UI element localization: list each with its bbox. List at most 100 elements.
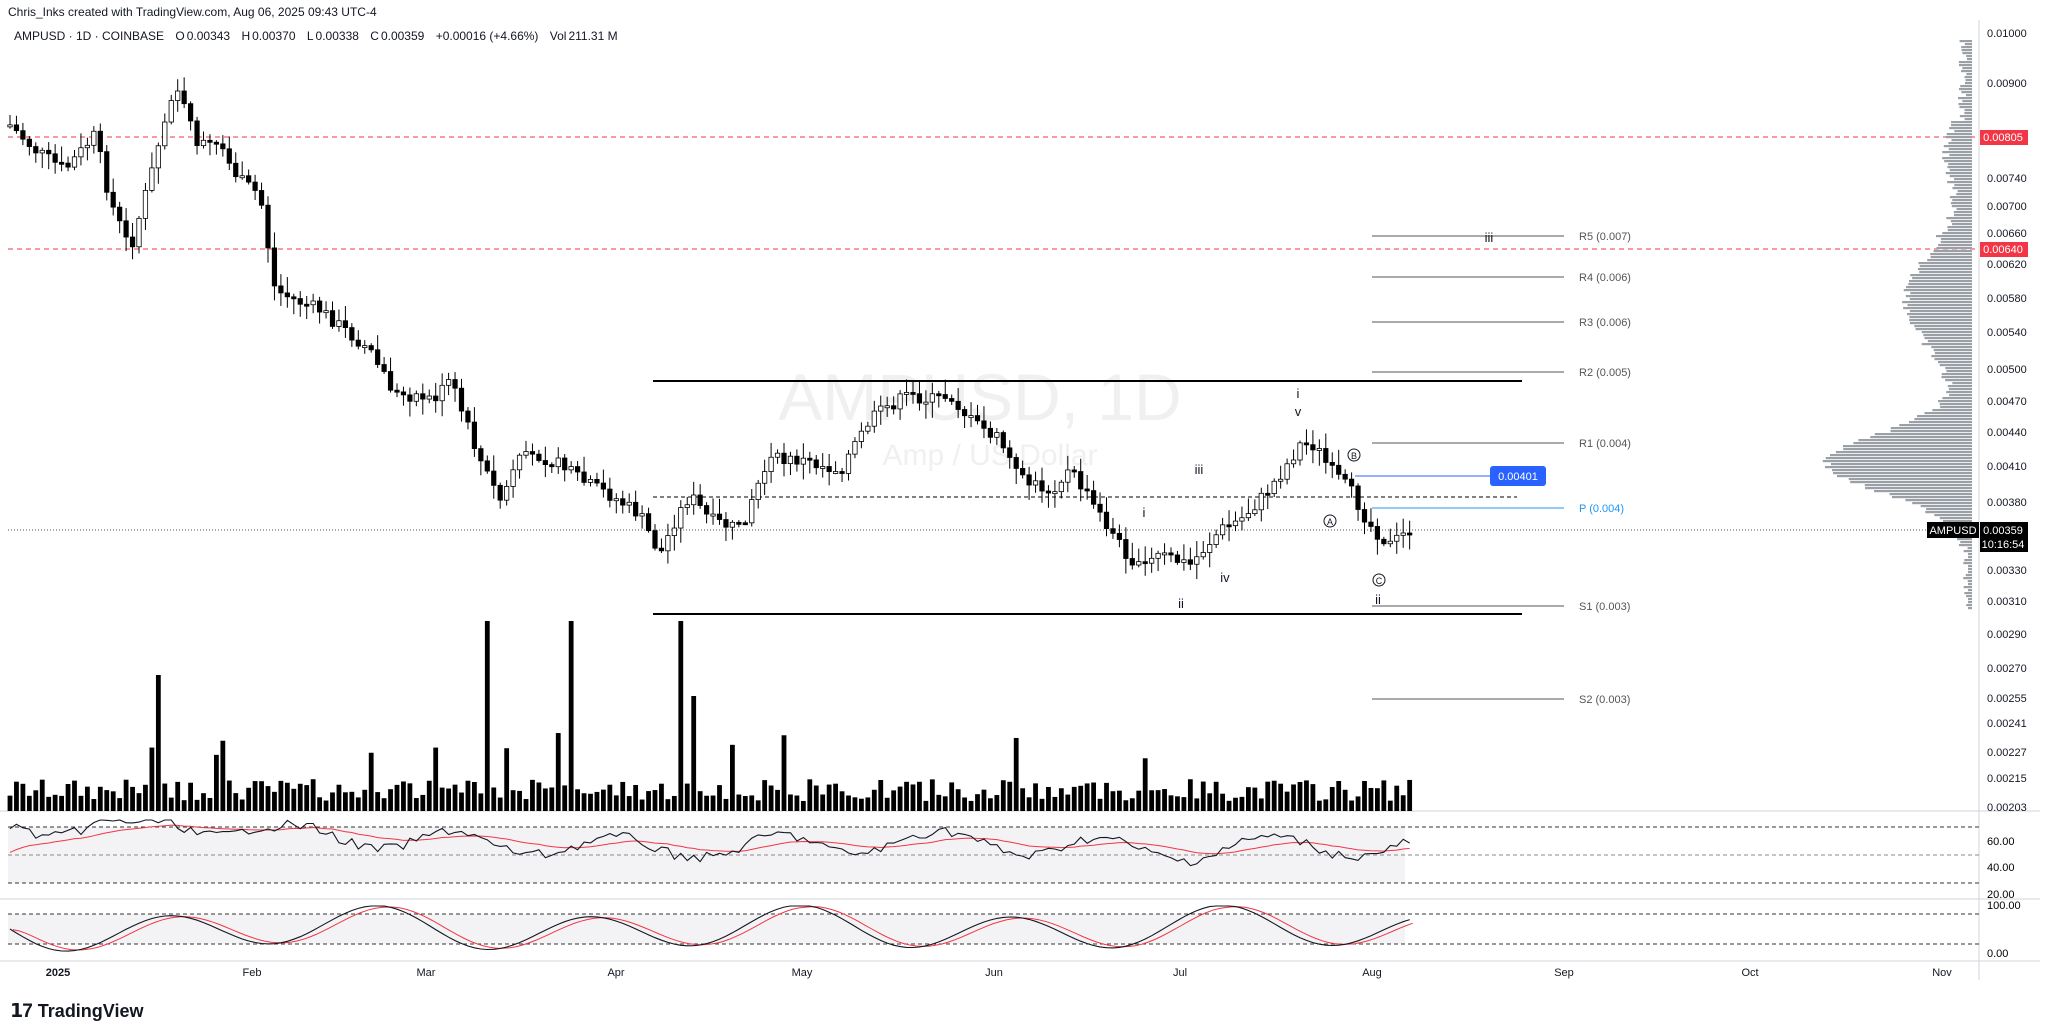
volume-profile-bar	[1934, 514, 1972, 517]
wave-label-C[interactable]: C	[1376, 576, 1383, 586]
rsi-pane[interactable]	[8, 819, 1979, 884]
volume-profile-bar	[1966, 73, 1972, 76]
alert-badge-upper[interactable]	[1980, 130, 2028, 145]
current-price-badge[interactable]	[1980, 522, 2028, 552]
price-tick: 0.00500	[1987, 364, 2027, 376]
wave-label-iii[interactable]: iii	[1195, 462, 1204, 477]
volume-profile-bar	[1966, 58, 1972, 61]
candle-body	[755, 482, 761, 500]
volume-profile-bar	[1956, 208, 1972, 211]
candle-body	[1213, 534, 1219, 545]
candle-body	[1020, 468, 1026, 476]
wave-label-A[interactable]: A	[1327, 517, 1333, 527]
price-tag-box[interactable]	[1490, 466, 1546, 486]
price-tick: 0.00203	[1987, 802, 2027, 814]
volume-profile-bar	[1964, 592, 1972, 595]
volume-profile-bar	[1954, 130, 1972, 133]
alert-badge-lower[interactable]	[1980, 242, 2028, 257]
candle-body	[478, 448, 484, 462]
candle-body	[678, 507, 684, 529]
candle-body	[1265, 492, 1271, 496]
candle-body	[1136, 561, 1142, 566]
price-axis[interactable]: 0.01000 0.00900 0.00740 0.00700 0.00660 0.006…	[1987, 28, 2027, 814]
volume-bar	[33, 790, 39, 811]
candle-body	[787, 455, 794, 465]
candle-body	[781, 452, 787, 465]
volume-bar	[607, 784, 613, 811]
volume-bar	[214, 754, 219, 811]
wave-label-v[interactable]: v	[1295, 404, 1302, 419]
volume-bar	[555, 733, 561, 811]
wave-label-ii-a[interactable]: ii	[1178, 596, 1184, 611]
volume-bar	[781, 735, 787, 811]
price-tick: 0.01000	[1987, 28, 2027, 40]
candle-body	[1129, 558, 1135, 566]
candle-body	[413, 393, 419, 402]
candle-body	[1207, 544, 1213, 553]
volume-bar	[671, 795, 677, 811]
candle-body	[1258, 492, 1264, 511]
volume-bar	[1181, 797, 1187, 811]
volume-profile-bar	[1965, 79, 1972, 82]
wave-label-ii-b[interactable]: ii	[1375, 592, 1381, 607]
symbol-tag[interactable]	[1927, 522, 1979, 538]
volume-bar	[981, 789, 987, 811]
volume-profile-bar	[1968, 589, 1972, 592]
candle-body	[1149, 557, 1155, 564]
wave-label-B-circle	[1347, 448, 1361, 462]
stoch-pane[interactable]	[8, 905, 1979, 952]
volume-bar	[304, 785, 310, 811]
volume-profile-bar	[1942, 232, 1972, 235]
symbol-title[interactable]: AMPUSD · 1D · COINBASE	[14, 29, 165, 43]
volume-bar	[310, 779, 316, 811]
volume-profile-bar	[1858, 439, 1972, 442]
volume-label: Vol	[549, 29, 567, 43]
candle-body	[1220, 524, 1226, 536]
wave-label-iii-top[interactable]: iii	[1485, 230, 1494, 245]
candle-body	[458, 387, 465, 412]
candle-body	[316, 300, 323, 313]
candle-body	[52, 153, 58, 163]
tradingview-logo[interactable]: 𝟭7 TradingView	[10, 1000, 144, 1023]
wave-label-i-top[interactable]: i	[1297, 386, 1300, 401]
time-axis[interactable]: 2025 Feb Mar Apr May Jun Jul Aug Sep Oct Nov	[46, 967, 1953, 979]
candle-body	[594, 478, 600, 484]
volume-bar	[755, 800, 761, 811]
volume-bar	[536, 782, 542, 811]
volume-bar	[1000, 780, 1006, 811]
high-label: H	[241, 29, 251, 43]
volume-profile-bar	[1967, 547, 1972, 550]
wave-label-B[interactable]: B	[1351, 451, 1357, 461]
volume-profile-bar	[1947, 385, 1972, 388]
volume-profile-bar	[1942, 151, 1972, 154]
volume-profile-bar	[1945, 367, 1972, 370]
change-value: +0.00016 (+4.66%)	[435, 29, 539, 43]
volume-profile-bar	[1912, 502, 1972, 505]
volume-bar	[407, 783, 413, 811]
candle-body	[297, 298, 303, 305]
candle-body	[226, 148, 232, 164]
volume-bar	[317, 797, 322, 811]
candle-body	[117, 206, 123, 222]
price-chart[interactable]: AMPUSD, 1D Amp / US Dollar R5 (0.007) R4 …	[0, 0, 2048, 990]
candle-body	[39, 149, 45, 154]
pivot-points[interactable]: R5 (0.007) R4 (0.006) R3 (0.006) R2 (0.005)…	[1372, 231, 1631, 706]
volume-bar	[581, 793, 587, 811]
wave-label-i[interactable]: i	[1143, 505, 1146, 520]
volume-bar	[1400, 795, 1406, 811]
volume-profile-bar	[1968, 571, 1972, 574]
volume-bar	[510, 790, 516, 811]
volume-bar	[936, 794, 942, 811]
price-tick: 0.00380	[1987, 497, 2027, 509]
time-tick: May	[792, 967, 813, 979]
volume-profile-bar	[1836, 475, 1972, 478]
candle-body	[581, 471, 587, 483]
volume-bar	[446, 788, 451, 811]
volume-bar	[175, 781, 181, 811]
volume-bar	[1368, 787, 1374, 811]
elliott-wave-labels[interactable]: iii i v iii i iv ii ii B A C	[1143, 230, 1494, 611]
wave-label-iv[interactable]: iv	[1220, 570, 1230, 585]
watermark-name: Amp / US Dollar	[882, 439, 1097, 472]
volume-profile-bar	[1948, 388, 1972, 391]
candle-body	[181, 90, 187, 105]
